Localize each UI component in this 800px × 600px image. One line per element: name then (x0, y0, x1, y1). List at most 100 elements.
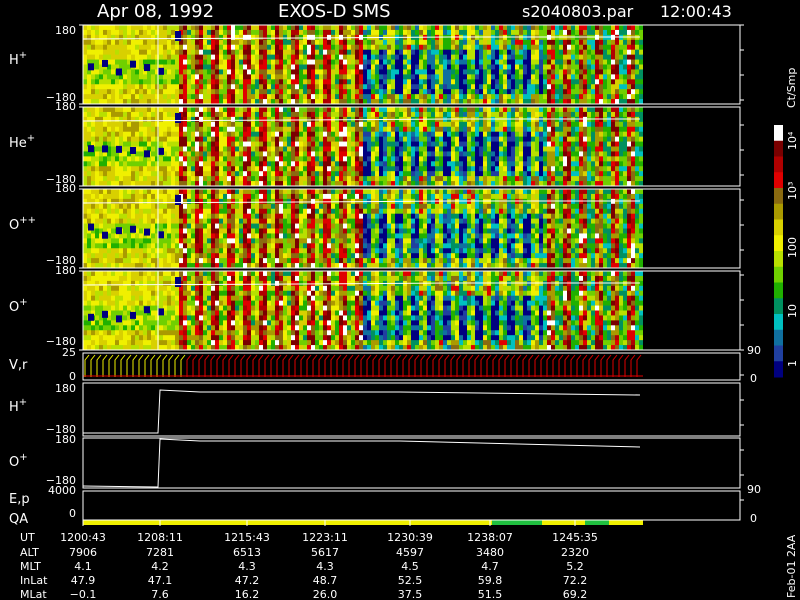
ytick-h-bottom: −180 (46, 91, 76, 104)
footer-label-ut: UT (20, 531, 35, 544)
footer-mlt: 4.2 (151, 560, 169, 573)
colorbar-tick-10000: 10⁴ (786, 131, 799, 150)
footer-alt: 3480 (476, 546, 504, 559)
footer-alt: 7906 (69, 546, 97, 559)
version-label: Feb-01 2AA (785, 534, 798, 598)
right-tick-ep-bottom: 0 (750, 512, 757, 525)
footer-mlt: 4.7 (481, 560, 499, 573)
panel-frame (82, 188, 741, 269)
footer-mlat: 26.0 (313, 588, 338, 600)
colorbar-tick-1: 1 (786, 360, 799, 367)
footer-ut: 1223:11 (302, 531, 348, 544)
panel-label-he-plus: He+ (9, 133, 35, 151)
footer-ut: 1230:39 (387, 531, 433, 544)
ytick-lo-top: 180 (55, 433, 76, 446)
footer-mlt: 4.5 (401, 560, 419, 573)
footer-inlat: 48.7 (313, 574, 338, 587)
ytick-lh-bottom: −180 (46, 423, 76, 436)
right-tick-vr-top: 90 (747, 344, 761, 357)
panel-label-o-plus: O+ (9, 297, 28, 315)
footer-column: 1238:07 3480 4.7 59.8 51.5 (467, 531, 513, 600)
footer-inlat: 47.9 (71, 574, 96, 587)
spectrogram-panel (82, 25, 643, 105)
footer-inlat: 47.2 (235, 574, 260, 587)
plot-date: Apr 08, 1992 (97, 1, 214, 22)
qa-bar (83, 520, 643, 525)
footer-label-alt: ALT (20, 546, 39, 559)
footer-alt: 6513 (233, 546, 261, 559)
ytick-opp-top: 180 (55, 182, 76, 195)
plot-file: s2040803.par (522, 2, 634, 21)
colorbar-tick-100: 100 (786, 237, 799, 258)
footer-column: 1215:43 6513 4.3 47.2 16.2 (224, 531, 270, 600)
footer-label-mlat: MLat (20, 588, 47, 600)
panel-frame (82, 352, 741, 381)
footer-inlat: 59.8 (478, 574, 503, 587)
spectrogram-panel (82, 271, 643, 351)
footer-ut: 1238:07 (467, 531, 513, 544)
panel-label-o-plus-plus: O++ (9, 215, 36, 233)
ytick-he-top: 180 (55, 100, 76, 113)
panel-frame (82, 382, 741, 437)
ytick-h-top: 180 (55, 24, 76, 37)
spectrogram-panel (82, 107, 643, 187)
footer-column: 1223:11 5617 4.3 48.7 26.0 (302, 531, 348, 600)
panel-label-line-o-plus: O+ (9, 452, 28, 470)
footer-ut: 1215:43 (224, 531, 270, 544)
footer-ut: 1245:35 (552, 531, 598, 544)
ytick-opp-bottom: −180 (46, 254, 76, 267)
footer-inlat: 72.2 (563, 574, 588, 587)
footer-column: 1245:35 2320 5.2 72.2 69.2 (552, 531, 598, 600)
panel-frame (82, 437, 741, 489)
footer-inlat: 47.1 (148, 574, 173, 587)
footer-mlt: 5.2 (566, 560, 584, 573)
panel-label-vr: V,r (9, 358, 28, 373)
footer-label-mlt: MLT (20, 560, 41, 573)
ytick-op-bottom: −180 (46, 335, 76, 348)
ytick-ep-value: 4000 (48, 484, 76, 497)
panel-label-ep: E,p (9, 492, 30, 507)
panel-frame (82, 270, 741, 351)
plot-mission: EXOS-D SMS (278, 1, 391, 22)
panel-frame (82, 490, 741, 521)
footer-column: 1200:43 7906 4.1 47.9 −0.1 (60, 531, 106, 600)
footer-mlt: 4.1 (74, 560, 92, 573)
footer-mlat: 51.5 (478, 588, 503, 600)
footer-label-inlat: InLat (20, 574, 48, 587)
footer-ut: 1200:43 (60, 531, 106, 544)
colorbar-tick-1000: 10³ (786, 182, 799, 200)
vr-panel (83, 354, 643, 377)
footer-mlt: 4.3 (238, 560, 256, 573)
ytick-lo-bottom: −180 (46, 474, 76, 487)
footer-column: 1208:11 7281 4.2 47.1 7.6 (137, 531, 183, 600)
line-trace-h-plus (83, 389, 641, 434)
footer-alt: 2320 (561, 546, 589, 559)
colorbar (774, 125, 783, 378)
footer-ut: 1208:11 (137, 531, 183, 544)
ytick-vr-bottom: 0 (69, 370, 76, 383)
ytick-vr-top: 25 (62, 346, 76, 359)
footer-mlat: 7.6 (151, 588, 169, 600)
ytick-op-top: 180 (55, 264, 76, 277)
panel-label-qa: QA (9, 512, 28, 527)
colorbar-tick-10: 10 (786, 304, 799, 318)
footer-alt: 5617 (311, 546, 339, 559)
panel-frame (82, 106, 741, 187)
right-tick-ep-top: 90 (747, 483, 761, 496)
footer-alt: 7281 (146, 546, 174, 559)
ytick-ep-bottom: 0 (69, 507, 76, 520)
footer-mlat: 16.2 (235, 588, 260, 600)
footer-alt: 4597 (396, 546, 424, 559)
ytick-lh-top: 180 (55, 382, 76, 395)
panel-label-h-plus: H+ (9, 50, 27, 68)
spectrogram-panel (82, 189, 643, 269)
footer-inlat: 52.5 (398, 574, 423, 587)
panel-label-line-h-plus: H+ (9, 397, 27, 415)
ytick-he-bottom: −180 (46, 173, 76, 186)
footer-mlat: −0.1 (70, 588, 97, 600)
panel-frame (82, 24, 741, 105)
footer-mlat: 37.5 (398, 588, 423, 600)
footer-column: 1230:39 4597 4.5 52.5 37.5 (387, 531, 433, 600)
